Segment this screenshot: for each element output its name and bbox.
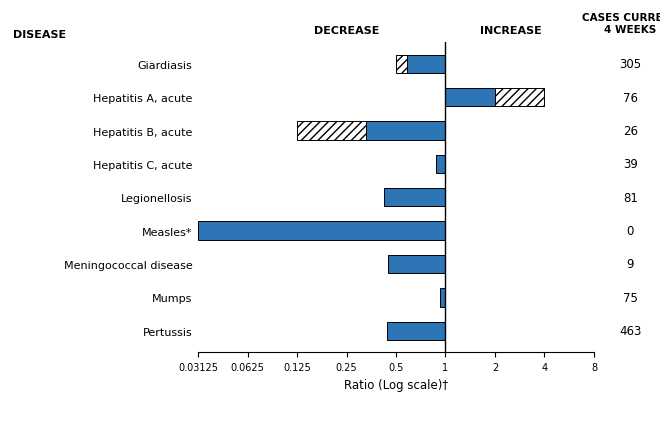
Text: 0: 0 bbox=[626, 224, 634, 238]
Text: CASES CURRENT
4 WEEKS: CASES CURRENT 4 WEEKS bbox=[582, 13, 660, 34]
Bar bbox=[495, 89, 544, 107]
Bar bbox=[297, 122, 366, 140]
Text: 305: 305 bbox=[619, 58, 642, 71]
Bar bbox=[366, 122, 446, 140]
Text: 81: 81 bbox=[623, 191, 638, 204]
Text: INCREASE: INCREASE bbox=[480, 26, 542, 36]
Bar bbox=[387, 322, 446, 340]
Text: DECREASE: DECREASE bbox=[314, 26, 380, 36]
Bar bbox=[389, 255, 446, 273]
Text: 26: 26 bbox=[623, 125, 638, 138]
Text: 76: 76 bbox=[623, 92, 638, 104]
Bar bbox=[440, 289, 446, 307]
Text: 75: 75 bbox=[623, 291, 638, 304]
X-axis label: Ratio (Log scale)†: Ratio (Log scale)† bbox=[344, 378, 448, 391]
Bar bbox=[383, 189, 446, 207]
Legend: Beyond historical limits: Beyond historical limits bbox=[261, 426, 436, 430]
Bar bbox=[403, 55, 446, 74]
Text: 463: 463 bbox=[619, 325, 642, 338]
Text: 39: 39 bbox=[623, 158, 638, 171]
Text: DISEASE: DISEASE bbox=[13, 30, 66, 40]
Bar bbox=[198, 222, 446, 240]
Bar bbox=[396, 55, 407, 74]
Bar bbox=[446, 89, 495, 107]
Bar bbox=[436, 155, 446, 174]
Text: 9: 9 bbox=[626, 258, 634, 271]
